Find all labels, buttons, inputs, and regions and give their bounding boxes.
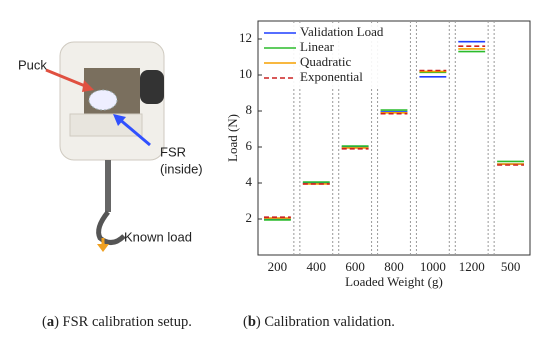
legend-label: Validation Load	[300, 24, 384, 39]
x-tick-label: 600	[345, 259, 365, 274]
caption-part: ) Calibration validation.	[256, 314, 395, 330]
y-tick-label: 6	[246, 138, 253, 153]
y-tick-label: 8	[246, 102, 253, 117]
photo	[45, 41, 165, 252]
y-axis-label: Load (N)	[225, 114, 240, 162]
load-arrow-head	[97, 244, 109, 252]
legend-label: Exponential	[300, 69, 363, 84]
caption: (a) FSR calibration setup.	[42, 314, 192, 330]
legend-label: Linear	[300, 39, 335, 54]
x-tick-label: 400	[307, 259, 327, 274]
legend-label: Quadratic	[300, 54, 351, 69]
y-tick-label: 10	[239, 66, 252, 81]
x-axis-label: Loaded Weight (g)	[345, 274, 443, 289]
puck-arrow-head	[82, 80, 94, 92]
fsr-label: FSR	[160, 144, 186, 159]
caption-part: (	[243, 314, 248, 330]
knob	[140, 70, 164, 104]
caption-part: (	[42, 314, 47, 330]
caption-part: a	[47, 314, 55, 330]
puck	[88, 89, 118, 111]
fsr-arrow-head	[113, 114, 126, 126]
y-tick-label: 12	[239, 30, 252, 45]
x-tick-label: 1000	[420, 259, 446, 274]
x-tick-label: 1200	[459, 259, 485, 274]
x-tick-label: 500	[501, 259, 521, 274]
y-tick-label: 2	[246, 210, 253, 225]
hook	[96, 210, 126, 245]
device-plate	[69, 113, 143, 137]
x-tick-label: 200	[268, 259, 288, 274]
puck-arrow	[45, 68, 91, 90]
caption: (b) Calibration validation.	[243, 314, 395, 330]
rod	[105, 160, 111, 212]
fsr-label: (inside)	[160, 161, 203, 176]
y-tick-label: 4	[246, 174, 253, 189]
plot-frame	[257, 20, 531, 256]
caption-part: b	[248, 314, 256, 330]
load-label: Known load	[124, 229, 192, 244]
puck-label: Puck	[18, 57, 47, 72]
chart: 2 4 6 8 10 12 200 400 600 800 1000 1200 500 Loaded We…	[225, 20, 531, 289]
x-tick-label: 800	[384, 259, 404, 274]
fsr-arrow	[117, 116, 151, 147]
caption-part: ) FSR calibration setup.	[54, 314, 192, 330]
